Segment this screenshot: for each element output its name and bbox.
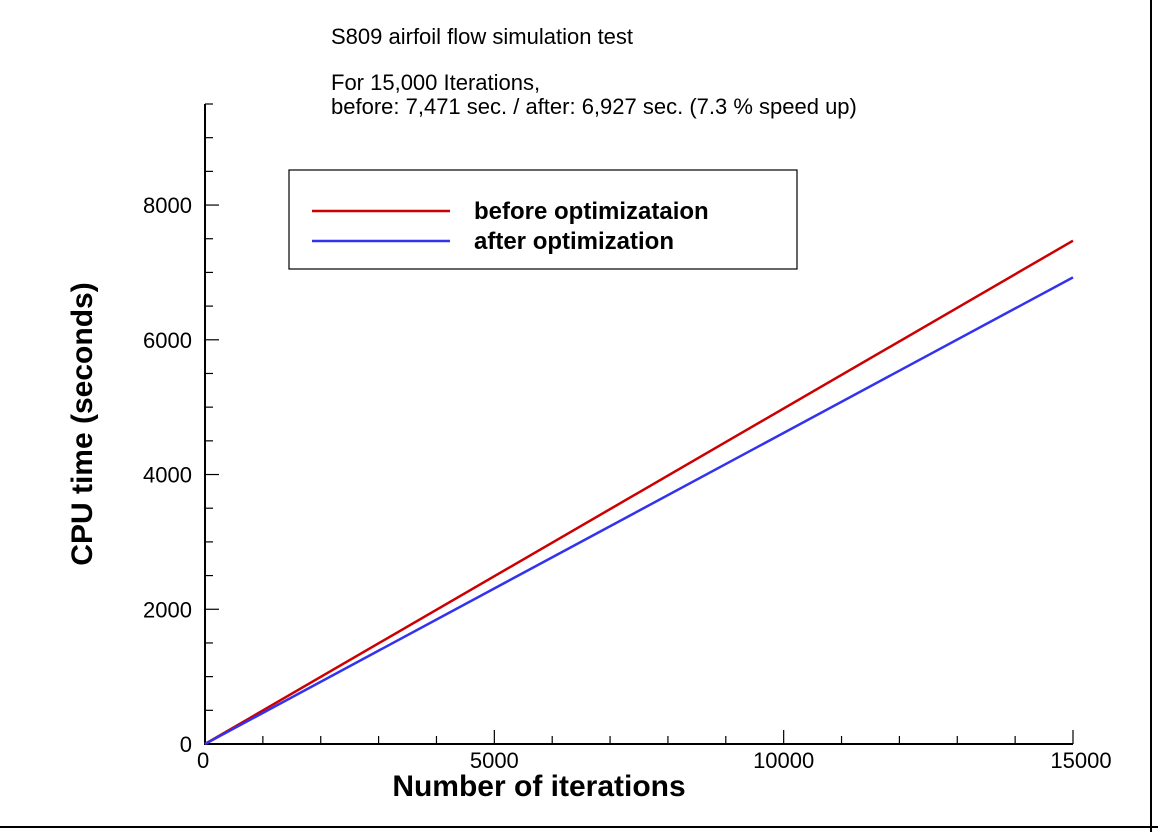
x-tick-label: 0 bbox=[197, 748, 209, 773]
x-tick-label: 15000 bbox=[1050, 748, 1111, 773]
frame-right-edge bbox=[1150, 0, 1152, 832]
y-tick-label: 4000 bbox=[143, 463, 192, 488]
legend-label-after: after optimization bbox=[474, 228, 674, 255]
y-tick-label: 2000 bbox=[143, 597, 192, 622]
chart-title: S809 airfoil flow simulation test bbox=[331, 24, 634, 49]
y-axis-title: CPU time (seconds) bbox=[66, 282, 99, 565]
y-tick-label: 6000 bbox=[143, 328, 192, 353]
series-line-before bbox=[204, 239, 1074, 746]
x-axis-title: Number of iterations bbox=[392, 770, 685, 803]
y-tick-label: 8000 bbox=[143, 193, 192, 218]
annotation-line-1: For 15,000 Iterations, bbox=[331, 70, 541, 95]
x-tick-label: 10000 bbox=[753, 748, 814, 773]
annotation-line-2: before: 7,471 sec. / after: 6,927 sec. (… bbox=[331, 94, 857, 119]
y-tick-label: 0 bbox=[180, 732, 192, 757]
frame-bottom-edge bbox=[0, 826, 1158, 828]
legend-label-before: before optimizataion bbox=[474, 198, 709, 225]
x-tick-label: 5000 bbox=[470, 748, 519, 773]
series-line-after bbox=[204, 276, 1074, 746]
legend-box bbox=[288, 169, 798, 270]
